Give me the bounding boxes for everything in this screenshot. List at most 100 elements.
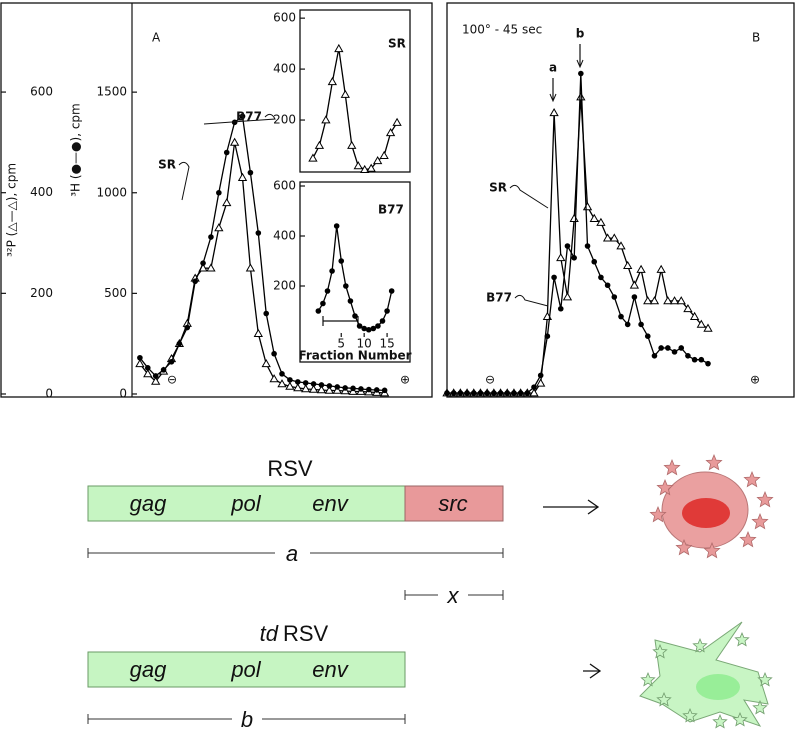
star [692,637,708,653]
y2-tick-label: 1000 [96,185,127,199]
star [640,671,656,687]
star [752,699,768,715]
genome-bar [87,485,406,522]
star [649,505,667,523]
star [739,530,757,548]
y-axis-label: ³²P (△—△), cpm [5,163,19,257]
circle-marker [318,382,325,388]
circle-marker [464,390,470,396]
td-prefix: td [260,621,279,646]
circle-marker [557,305,564,312]
circle-marker [333,223,340,229]
circle-marker [343,283,349,289]
y-tick-label: 200 [273,279,296,293]
triangle-marker [536,378,546,387]
circle-marker [571,254,577,261]
data-line [447,73,709,394]
electrode-label: ⊖ [485,373,495,387]
circle-marker [365,326,372,333]
series-label: SR [489,181,507,195]
length-label: b [241,707,253,731]
star [652,643,668,659]
circle-marker [223,149,230,156]
inset-frame [299,181,411,363]
circle-marker [491,390,497,396]
gene: pol [230,657,261,682]
circle-marker [705,360,711,367]
circle-marker [457,390,464,396]
triangle-marker [237,172,248,181]
circle-marker [375,323,381,329]
triangle-marker [696,319,706,328]
circle-marker [658,345,664,351]
circle-marker [604,282,611,289]
y2-axis-label: ³H (●—●), cpm [69,103,83,197]
circle-marker [160,367,167,373]
circle-marker [678,345,685,351]
star [663,458,681,476]
y-tick-label: 200 [273,113,296,127]
circle-marker [356,323,363,329]
subtitle: 100° - 45 sec [462,23,542,37]
triangle-marker [253,328,263,337]
x-tick-label: 5 [337,337,345,351]
triangle-marker [327,77,338,86]
star [703,541,721,559]
triangle-marker [379,150,389,160]
triangle-marker [269,374,279,383]
leader-line [509,184,549,209]
circle-marker [176,340,183,347]
triangle-marker [636,264,646,273]
gene: src [438,491,467,516]
star [705,453,723,471]
triangle-marker [214,223,224,232]
triangle-marker [366,163,376,172]
circle-marker [631,294,638,300]
circle-marker [247,169,254,176]
electrode-label: ⊕ [400,373,410,387]
x-axis-label: Fraction Number [298,349,411,363]
triangle-marker [689,311,700,320]
circle-marker [698,356,705,363]
triangle-marker [629,280,640,289]
length-label: x [447,583,460,608]
star [757,671,773,687]
triangle-marker [277,379,287,388]
circle-marker [638,321,644,328]
x-tick-label: 15 [379,337,394,351]
triangle-marker [245,263,256,272]
circle-marker [320,300,326,307]
peak-arrow [549,93,557,103]
triangle-marker [683,303,693,313]
circle-marker [524,390,531,396]
triangle-marker [222,197,232,207]
y-tick-label: 600 [30,85,53,99]
triangle-marker [676,296,686,305]
circle-marker [551,274,557,281]
y-tick-label: 0 [45,386,53,400]
circle-marker [618,313,624,320]
series-label: SR [158,158,176,172]
triangle-marker [206,263,216,272]
electrode-label: ⊕ [750,373,760,387]
triangle-marker [340,89,350,98]
circle-marker [598,274,604,281]
triangle-marker [316,385,327,394]
triangle-marker [301,384,311,393]
circle-marker [239,113,246,120]
nucleus [682,498,730,528]
circle-marker [200,260,206,266]
inset-frame [299,9,411,173]
circle-marker [644,333,651,340]
triangle-marker [596,217,606,226]
triangle-marker [582,202,593,211]
triangle-marker [332,385,342,394]
triangle-marker [643,296,653,305]
circle-marker [671,349,678,355]
circle-marker [373,387,380,393]
triangle-marker [334,43,344,53]
triangle-marker [656,264,666,273]
circle-marker [624,321,631,328]
triangle-marker [385,127,396,137]
peak-label: b [576,27,585,41]
